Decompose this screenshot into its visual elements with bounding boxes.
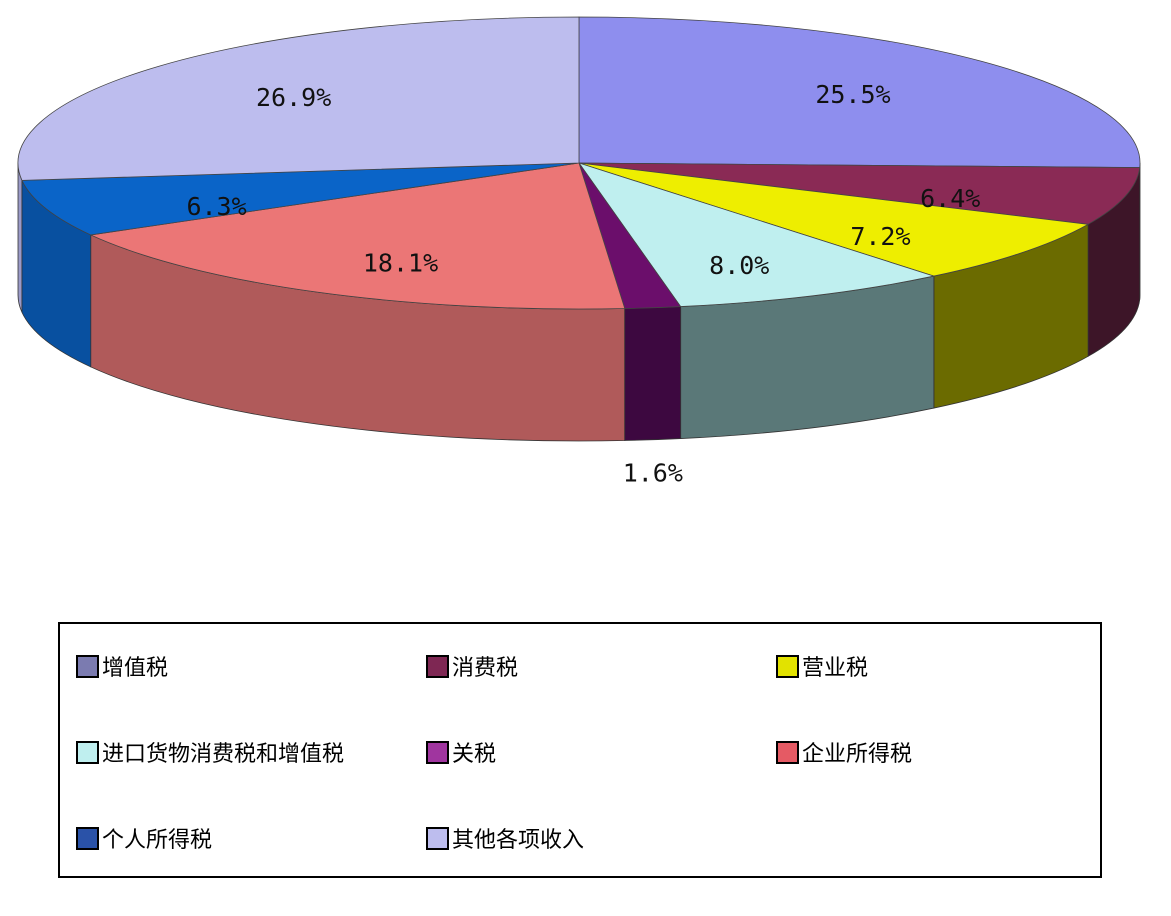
legend-swatch [76, 654, 99, 678]
legend-label: 增值税 [102, 656, 169, 681]
legend-label: 进口货物消费税和增值税 [102, 742, 345, 767]
legend-item-other-income: 其他各项收入 [426, 823, 584, 853]
legend-item-business-tax: 营业税 [776, 651, 868, 681]
pie-chart: 25.5% 6.4% 7.2% 8.0% 1.6% 18.1% 6.3% 26.9% [17, 16, 1141, 488]
slice-企业所得税-label: 18.1% [363, 249, 438, 278]
slice-进口货物消费税和增值税-label: 8.0% [709, 251, 769, 280]
slice-其他各项收入-top [17, 16, 580, 181]
legend-item-import-tax: 进口货物消费税和增值税 [76, 737, 344, 767]
legend-item-vat: 增值税 [76, 651, 168, 681]
slice-企业所得税-top [89, 162, 626, 310]
legend-label: 其他各项收入 [452, 828, 585, 853]
legend-item-personal-income-tax: 个人所得税 [76, 823, 212, 853]
legend-swatch [776, 740, 799, 764]
slice-增值税-top [578, 16, 1141, 168]
slice-营业税-top [578, 162, 1090, 277]
legend-label: 企业所得税 [802, 742, 913, 767]
legend: 增值税 消费税 营业税 进口货物消费税和增值税 关税 企业所得税 个人所得税 其… [58, 622, 1102, 878]
slice-其他各项收入-label: 26.9% [256, 83, 331, 112]
pie-top [17, 16, 1141, 310]
legend-item-tariff: 关税 [426, 737, 496, 767]
slice-消费税-top [578, 162, 1141, 225]
slice-关税-side [624, 306, 682, 441]
legend-swatch [426, 654, 449, 678]
legend-label: 营业税 [802, 656, 869, 681]
pie-sides [17, 162, 1141, 442]
legend-label: 个人所得税 [102, 828, 213, 853]
legend-swatch [76, 826, 99, 850]
legend-swatch [776, 654, 799, 678]
legend-swatch [426, 826, 449, 850]
slice-其他各项收入-side [17, 162, 23, 313]
slice-营业税-label: 7.2% [850, 222, 910, 251]
pie-labels: 25.5% 6.4% 7.2% 8.0% 1.6% 18.1% 6.3% 26.9% [186, 80, 980, 488]
legend-label: 消费税 [452, 656, 519, 681]
legend-item-corporate-income-tax: 企业所得税 [776, 737, 912, 767]
slice-增值税-label: 25.5% [815, 80, 890, 109]
slice-个人所得税-top [21, 162, 580, 236]
legend-swatch [76, 740, 99, 764]
legend-label: 关税 [452, 742, 497, 767]
legend-item-consumption-tax: 消费税 [426, 651, 518, 681]
slice-消费税-label: 6.4% [920, 184, 980, 213]
slice-关税-label: 1.6% [623, 459, 683, 488]
slice-个人所得税-label: 6.3% [186, 192, 246, 221]
slice-进口货物消费税和增值税-top [577, 162, 936, 307]
legend-swatch [426, 740, 449, 764]
